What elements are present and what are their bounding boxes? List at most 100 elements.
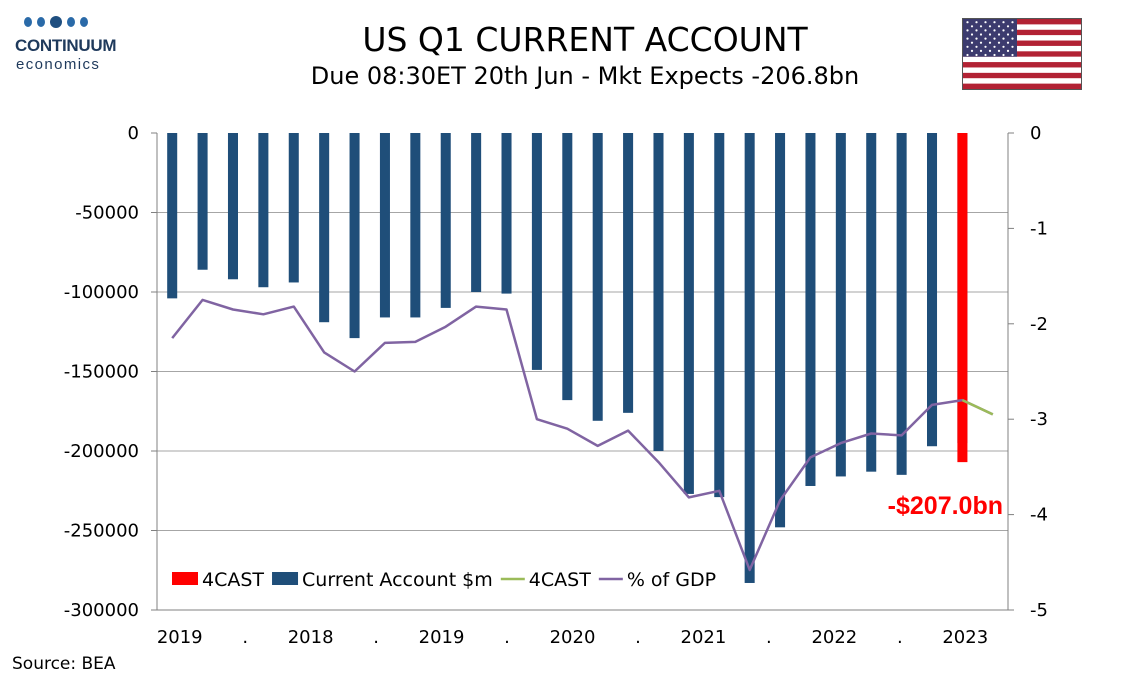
flag-star xyxy=(975,37,978,40)
x-axis-tick-label: . xyxy=(766,627,772,648)
flag-star xyxy=(1011,21,1014,24)
flag-star xyxy=(1002,53,1005,57)
bar-current-account xyxy=(927,133,938,447)
legend-label: 4CAST xyxy=(529,569,591,591)
logo-line-2: economics xyxy=(16,56,101,73)
x-axis-tick-label: 2022 xyxy=(811,627,857,648)
bar-current-account xyxy=(501,133,512,294)
legend-swatch xyxy=(172,572,198,585)
x-axis-tick-label: . xyxy=(504,627,510,648)
right-axis-tick-label: -5 xyxy=(1030,600,1048,621)
left-axis-tick-label: -300000 xyxy=(64,600,139,621)
x-axis-tick-label: 2020 xyxy=(550,627,596,648)
bar-current-account xyxy=(167,133,178,299)
left-axis-tick-label: -100000 xyxy=(64,282,139,303)
bar-current-account xyxy=(562,133,573,401)
flag-star xyxy=(1006,25,1010,28)
source-note: Source: BEA xyxy=(12,654,116,674)
bar-current-account xyxy=(379,133,390,318)
flag-star xyxy=(993,53,996,57)
logo-dots xyxy=(24,14,140,30)
bar-current-account xyxy=(683,133,694,494)
flag-star xyxy=(1006,41,1010,44)
flag-star xyxy=(966,29,969,32)
flag-star xyxy=(993,29,996,32)
bar-current-account xyxy=(592,133,603,421)
flag-stripe xyxy=(963,24,1081,30)
right-axis-tick-label: -4 xyxy=(1030,505,1048,526)
flag-stripe xyxy=(963,35,1081,41)
flag-star xyxy=(1002,29,1005,32)
brand-logo: CONTINUUM economics xyxy=(10,14,140,76)
line-4cast xyxy=(961,398,994,416)
flag-star xyxy=(1011,45,1014,48)
bar-current-account xyxy=(896,133,907,475)
legend-label: % of GDP xyxy=(627,569,716,591)
flag-star xyxy=(988,41,992,44)
bar-current-account xyxy=(227,133,238,280)
flag-stripe xyxy=(963,19,1081,25)
flag-star xyxy=(984,37,987,40)
flag-star xyxy=(979,33,983,36)
logo-line-1: CONTINUUM xyxy=(15,36,117,55)
flag-star xyxy=(1011,53,1014,57)
bar-current-account xyxy=(714,133,725,498)
flag-star xyxy=(1011,37,1014,40)
bar-current-account xyxy=(775,133,786,528)
flag-star xyxy=(970,25,974,28)
flag-star xyxy=(1006,49,1010,52)
flag-star xyxy=(975,53,978,57)
legend-swatch xyxy=(272,572,299,585)
bar-current-account xyxy=(866,133,877,472)
flag-star xyxy=(979,49,983,52)
flag-star xyxy=(966,21,969,24)
flag-star xyxy=(1002,37,1005,40)
flag-star xyxy=(984,45,987,48)
bar-current-account xyxy=(258,133,269,288)
flag-star xyxy=(975,45,978,48)
left-axis-tick-label: -50000 xyxy=(75,203,139,224)
bar-current-account xyxy=(471,133,482,292)
flag-star xyxy=(966,53,969,57)
flag-star xyxy=(997,49,1001,52)
flag-star xyxy=(970,41,974,44)
left-axis-tick-label: -250000 xyxy=(64,521,139,542)
x-axis-tick-label: 2019 xyxy=(419,627,465,648)
flag-stripe xyxy=(963,56,1081,63)
left-axis-tick-label: -150000 xyxy=(64,362,139,383)
bar-current-account xyxy=(410,133,421,318)
bar-current-account xyxy=(197,133,208,270)
flag-star xyxy=(984,21,987,24)
us-flag-icon xyxy=(962,18,1082,90)
bar-current-account xyxy=(349,133,360,339)
bar-current-account xyxy=(288,133,299,283)
x-axis-tick-label: . xyxy=(635,627,641,648)
x-axis-tick-label: . xyxy=(373,627,379,648)
chart-title: US Q1 CURRENT ACCOUNT xyxy=(362,20,808,59)
bar-current-account xyxy=(653,133,664,451)
bar-current-account xyxy=(319,133,330,323)
flag-stripe xyxy=(963,67,1081,74)
flag-star xyxy=(984,53,987,57)
flag-star xyxy=(1006,33,1010,36)
x-axis-tick-label: 2019 xyxy=(157,627,203,648)
flag-star xyxy=(997,41,1001,44)
flag-stripe xyxy=(963,72,1081,79)
flag-stripe xyxy=(963,29,1081,36)
flag-star xyxy=(979,25,983,28)
flag-star xyxy=(988,33,992,36)
flag-star xyxy=(1002,21,1005,24)
bar-4cast xyxy=(957,133,968,463)
flag-stripe xyxy=(963,51,1081,57)
right-axis-tick-label: -1 xyxy=(1030,218,1048,239)
logo-dot xyxy=(80,17,88,27)
flag-star xyxy=(993,21,996,24)
flag-star xyxy=(997,33,1001,36)
flag-star xyxy=(975,29,978,32)
bar-current-account xyxy=(805,133,816,486)
chart-subtitle: Due 08:30ET 20th Jun - Mkt Expects -206.… xyxy=(310,62,860,90)
bar-current-account xyxy=(623,133,634,413)
bar-current-account xyxy=(531,133,542,370)
bar-current-account xyxy=(835,133,846,477)
